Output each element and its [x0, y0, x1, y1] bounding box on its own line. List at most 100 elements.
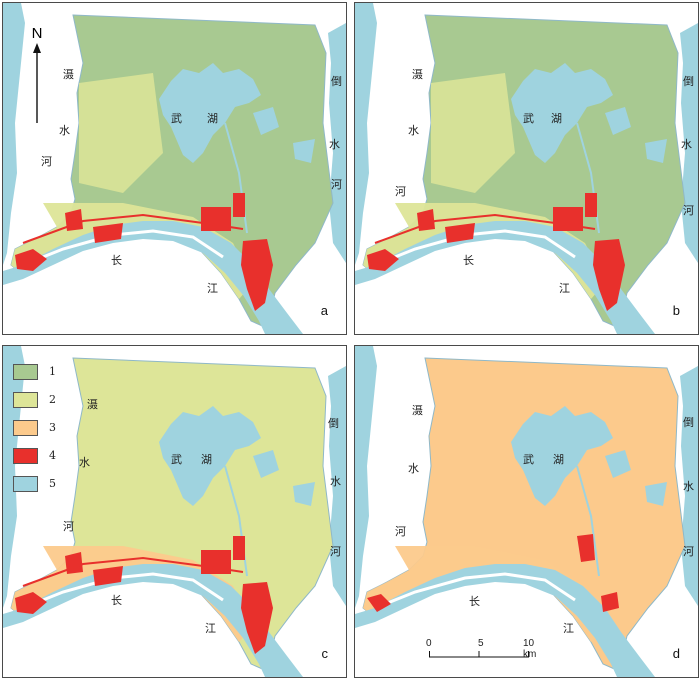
she-river-label-1: 滠	[412, 404, 423, 417]
pond	[253, 107, 279, 135]
urban-patch	[367, 249, 399, 271]
lake-label-2: 湖	[553, 453, 564, 466]
dao-river-label-2: 水	[683, 480, 694, 493]
dao-river-label-1: 倒	[683, 75, 694, 88]
zone-patch	[79, 73, 163, 193]
she-river	[355, 346, 377, 608]
wu-lake	[159, 63, 261, 163]
urban-patch	[241, 582, 273, 654]
embankment	[22, 572, 224, 610]
legend-label: 5	[49, 477, 56, 490]
chang-river-label-2: 江	[207, 282, 218, 295]
scale-tick-0: 0	[426, 638, 432, 649]
embankment	[374, 572, 576, 610]
pond	[293, 139, 315, 163]
panel-letter-d: d	[672, 646, 680, 661]
map-panel-d: 滠 水 河 倒 水 河 长 江 武 湖 0 5 10 km d	[354, 345, 699, 678]
zone-patch	[431, 73, 515, 193]
legend-swatch	[13, 448, 38, 464]
pond	[645, 482, 667, 506]
legend-label: 1	[49, 365, 56, 378]
map-d	[355, 346, 698, 677]
urban-patch	[15, 592, 47, 614]
yangtze-river	[355, 564, 655, 677]
road	[22, 556, 244, 587]
map-panel-c: 1 2 3 4 5 滠 水 河 倒 水 河 长 江 武 湖 c	[2, 345, 347, 678]
urban-patch	[93, 223, 123, 243]
pond	[605, 450, 631, 478]
yangtze-river	[355, 221, 655, 334]
scale-line	[429, 651, 529, 658]
chang-river-label-1: 长	[463, 254, 474, 267]
wu-lake	[511, 406, 613, 506]
she-river-label-1: 滠	[412, 68, 423, 81]
scale-tick-10: 10 km	[523, 638, 537, 660]
she-river-label-3: 河	[395, 525, 406, 538]
she-river-label-2: 水	[408, 124, 419, 137]
urban-patch	[577, 534, 595, 562]
she-river-label-3: 河	[63, 520, 74, 533]
embankment	[22, 229, 224, 267]
urban-patch	[585, 193, 597, 217]
urban-patch	[593, 239, 625, 311]
dao-river-label-2: 水	[329, 138, 340, 151]
north-arrow: N	[29, 25, 49, 123]
urban-patch	[445, 223, 475, 243]
legend-label: 2	[49, 393, 56, 406]
dao-river-label-2: 水	[681, 138, 692, 151]
road	[22, 213, 244, 244]
wu-lake	[159, 406, 261, 506]
urban-patch	[241, 239, 273, 311]
panel-letter-c: c	[321, 646, 329, 661]
she-river-label-1: 滠	[63, 68, 74, 81]
map-a	[3, 3, 346, 334]
lake-label-1: 武	[523, 453, 534, 466]
she-river	[355, 3, 377, 265]
road	[374, 213, 596, 244]
chang-river-label-1: 长	[469, 595, 480, 608]
dao-river-label-3: 河	[331, 178, 342, 191]
dao-river-label-1: 倒	[683, 416, 694, 429]
lake-label-2: 湖	[551, 112, 562, 125]
dao-river-label-2: 水	[330, 475, 341, 488]
legend-label: 3	[49, 421, 56, 434]
chang-river-label-2: 江	[559, 282, 570, 295]
urban-patch	[367, 594, 391, 612]
chang-river-label-2: 江	[205, 622, 216, 635]
panel-letter-a: a	[320, 303, 328, 318]
she-river-label-2: 水	[408, 462, 419, 475]
legend-swatch	[13, 364, 38, 380]
dao-river-label-3: 河	[683, 204, 694, 217]
she-river-label-1: 滠	[87, 398, 98, 411]
embankment	[374, 229, 576, 267]
legend-label: 4	[49, 449, 56, 462]
pond	[293, 482, 315, 506]
chang-river-label-2: 江	[563, 622, 574, 635]
chang-river-label-1: 长	[111, 594, 122, 607]
urban-patch	[93, 566, 123, 586]
lake-label-2: 湖	[207, 112, 218, 125]
chang-river-label-1: 长	[111, 254, 122, 267]
yangtze-river	[3, 221, 303, 334]
lake-label-1: 武	[171, 112, 182, 125]
map-b	[355, 3, 698, 334]
dao-river-label-3: 河	[683, 545, 694, 558]
legend-swatch	[13, 392, 38, 408]
she-river-label-3: 河	[41, 155, 52, 168]
she-river	[3, 3, 25, 265]
map-c	[3, 346, 346, 677]
dao-river-label-1: 倒	[328, 417, 339, 430]
lake-label-1: 武	[523, 112, 534, 125]
yangtze-river	[3, 564, 303, 677]
lake-label-2: 湖	[201, 453, 212, 466]
pond	[605, 107, 631, 135]
lake-label-1: 武	[171, 453, 182, 466]
legend-swatch	[13, 420, 38, 436]
she-river-label-2: 水	[79, 456, 90, 469]
urban-patch	[15, 249, 47, 271]
north-label: N	[31, 25, 43, 42]
panel-letter-b: b	[672, 303, 680, 318]
pond	[253, 450, 279, 478]
legend-swatch	[13, 476, 38, 492]
scale-tick-5: 5	[478, 638, 484, 649]
